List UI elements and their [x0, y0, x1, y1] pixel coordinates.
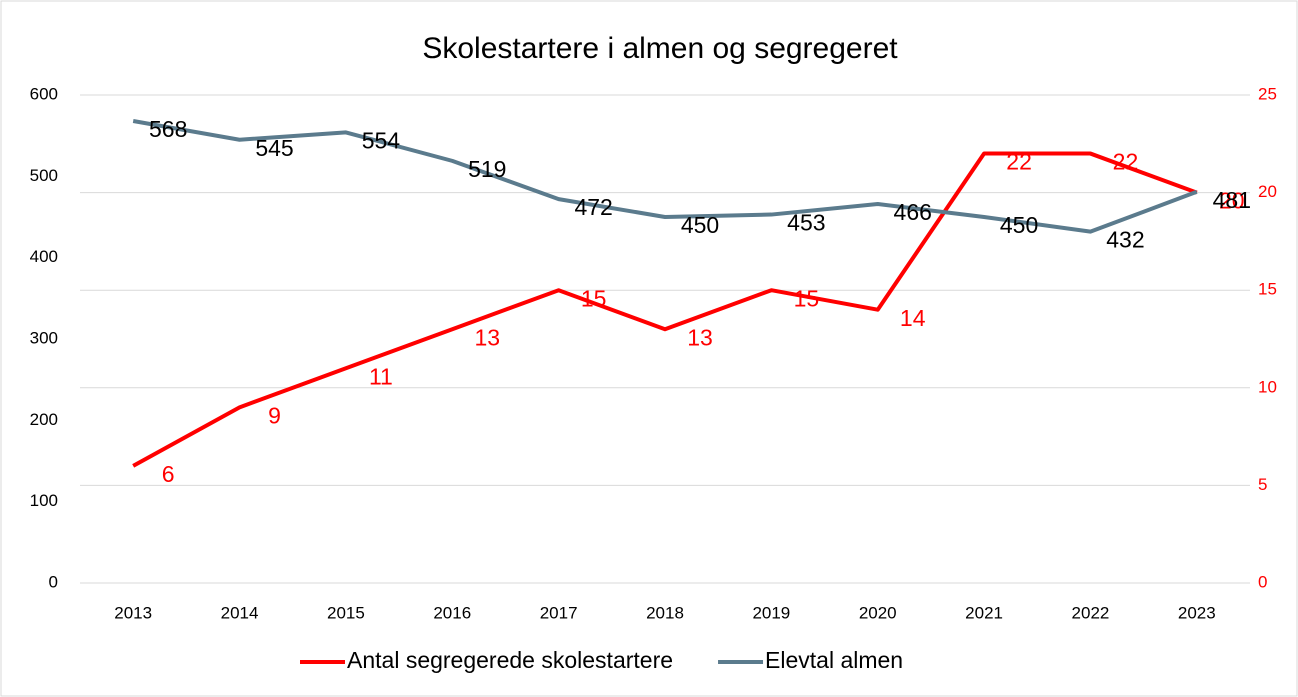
data-label: 466 — [894, 199, 932, 225]
x-tick-label: 2023 — [1178, 603, 1216, 622]
data-label: 13 — [474, 324, 500, 350]
x-tick-label: 2013 — [114, 603, 152, 622]
series-line — [132, 151, 1198, 468]
y2-tick-label: 10 — [1258, 377, 1277, 396]
x-tick-label: 2022 — [1072, 603, 1110, 622]
y-tick-label: 0 — [49, 572, 58, 591]
data-label: 545 — [255, 135, 293, 161]
x-tick-label: 2019 — [752, 603, 790, 622]
legend-label: Elevtal almen — [765, 647, 903, 673]
data-label: 6 — [162, 461, 175, 487]
data-label: 519 — [468, 156, 506, 182]
data-label: 554 — [362, 127, 401, 153]
y-tick-label: 300 — [30, 328, 58, 347]
data-label: 22 — [1113, 149, 1139, 175]
data-label: 450 — [681, 212, 719, 238]
data-label: 450 — [1000, 212, 1038, 238]
y2-tick-label: 20 — [1258, 182, 1277, 201]
data-label: 15 — [794, 285, 820, 311]
x-tick-label: 2015 — [327, 603, 365, 622]
data-label: 22 — [1006, 149, 1032, 175]
x-tick-label: 2016 — [433, 603, 471, 622]
y-tick-label: 200 — [30, 410, 58, 429]
y2-tick-label: 15 — [1258, 280, 1277, 299]
data-label: 14 — [900, 305, 926, 331]
x-tick-label: 2018 — [646, 603, 684, 622]
data-label: 20 — [1219, 188, 1245, 214]
data-label: 15 — [581, 285, 607, 311]
y2-tick-label: 0 — [1258, 572, 1267, 591]
y2-tick-label: 5 — [1258, 475, 1267, 494]
data-label: 568 — [149, 116, 187, 142]
legend-label: Antal segregerede skolestartere — [347, 647, 673, 673]
y-tick-label: 600 — [30, 84, 58, 103]
data-label: 9 — [268, 402, 281, 428]
x-tick-label: 2021 — [965, 603, 1003, 622]
series-line — [132, 119, 1198, 234]
x-tick-label: 2017 — [540, 603, 578, 622]
y-tick-label: 400 — [30, 247, 58, 266]
y2-tick-label: 25 — [1258, 84, 1277, 103]
y-tick-label: 100 — [30, 491, 58, 510]
data-label: 453 — [787, 210, 825, 236]
data-label: 432 — [1106, 227, 1144, 253]
chart-title: Skolestartere i almen og segregeret — [422, 32, 898, 65]
data-label: 13 — [687, 324, 713, 350]
data-label: 472 — [574, 194, 612, 220]
y-tick-label: 500 — [30, 166, 58, 185]
x-tick-label: 2014 — [221, 603, 259, 622]
x-tick-label: 2020 — [859, 603, 897, 622]
data-label: 11 — [369, 363, 393, 389]
data-label: 481 — [1213, 187, 1251, 213]
